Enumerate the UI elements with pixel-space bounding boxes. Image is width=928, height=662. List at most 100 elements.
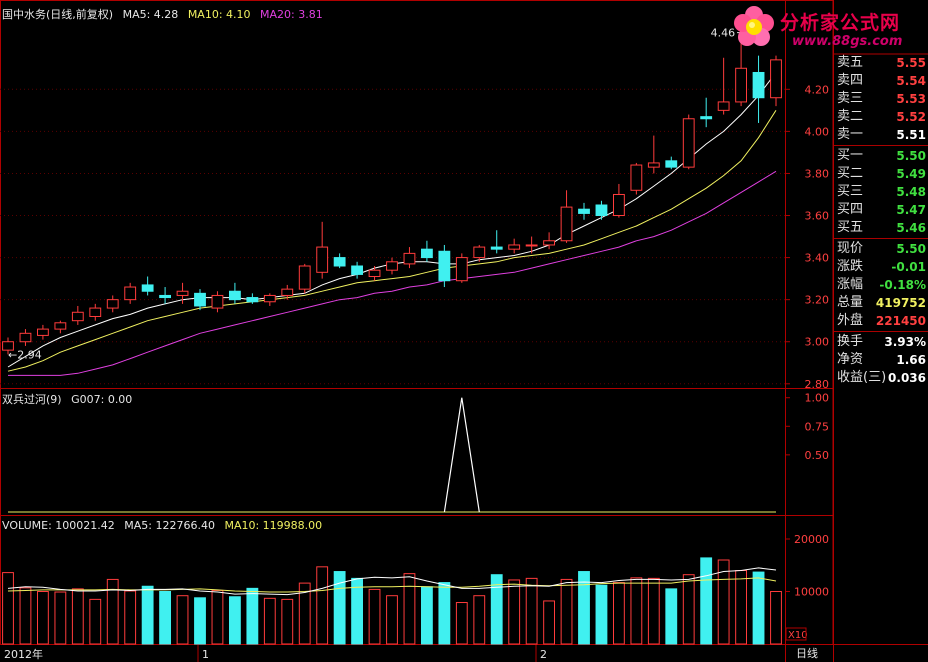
quote-row-bids-1: 买二 5.49 [834,165,928,183]
volume-bar [700,557,713,645]
candle [19,329,32,346]
candle [333,253,346,269]
volume-bars [2,557,782,645]
candle [525,236,538,254]
outer-frame [0,0,834,645]
volume-bar [263,597,276,645]
ma5-readout: MA5: 4.28 [122,8,179,21]
price-axis-label: 3.20 [805,294,830,307]
candle [2,337,14,355]
volume-bar [298,582,311,645]
quote-label: 外盘 [837,313,864,328]
high-annotation: 4.46 [711,27,736,40]
candle [71,305,84,325]
candle-body [228,290,241,301]
volume-bar [473,595,486,645]
candle [228,282,241,304]
quote-row-extra-0: 换手 3.93% [834,333,928,351]
quote-row-stats-2: 涨幅 -0.18% [834,276,928,294]
volume-bar [211,589,224,645]
quote-label: 卖四 [837,73,864,88]
candle-body [263,294,276,303]
candle-body [71,311,84,322]
period-label[interactable]: 日线 [796,647,818,660]
quote-value: -0.18% [879,278,926,292]
quote-label: 买四 [837,202,864,217]
quote-label: 卖三 [837,91,864,106]
candle-body [159,294,172,299]
candle-body [141,284,154,292]
candle-body [54,322,67,330]
candle-body [717,101,730,111]
volume-bar [36,591,49,645]
quote-panel: 卖五 5.55 卖四 5.54 卖三 5.53 卖二 5.52 卖一 5.51 买一 5.50 买二 5.… [834,54,928,387]
candle-body [368,269,381,278]
quote-value: 5.53 [896,92,926,106]
volume-bar [386,595,398,645]
candle-body [770,59,782,99]
candle-body [298,265,311,290]
candle-body [682,118,695,168]
indicator-signal-line [443,397,480,513]
volume-bar [647,577,660,645]
candle [578,202,590,220]
volume-bar [508,579,521,645]
quote-label: 卖五 [837,55,864,70]
quote-label: 卖二 [837,109,864,124]
volume-axis-label: 10000 [794,586,829,599]
candle-body [578,208,590,214]
quote-value: 5.50 [896,149,926,163]
candle [770,55,782,107]
quote-divider [834,238,928,239]
volume-bar [578,571,590,645]
volume-bar [2,572,14,645]
volume-bar [368,588,381,645]
candle [106,295,119,313]
quote-row-stats-3: 总量 419752 [834,294,928,312]
candle [368,266,381,281]
price-axis-label: 4.20 [805,83,830,96]
vol-ma5-readout: MA5: 122766.40 [124,519,215,532]
indicator-value: G007: 0.00 [71,393,133,406]
quote-label: 总量 [837,295,864,310]
ma10-readout: MA10: 4.10 [187,8,251,21]
quote-label: 买一 [837,148,864,163]
quote-label: 买五 [837,220,864,235]
quote-label: 涨跌 [837,259,864,274]
candle-body [525,244,538,247]
quote-label: 买二 [837,166,864,181]
volume-bar [752,571,765,645]
candle-body [630,164,643,191]
volume-bar [717,559,730,645]
quote-row-extra-2: 收益(三) 0.036 [834,369,928,387]
price-axis-label: 3.60 [805,210,830,223]
candle [612,183,625,218]
price-axis-label: 2.80 [805,378,830,391]
quote-value: 5.48 [896,185,926,199]
volume-bar [246,587,259,645]
candle [560,190,573,243]
candle-body [89,307,102,317]
logo-text: 分析家公式网 [780,12,901,34]
logo-url: www.88gs.com [792,34,903,49]
candle [490,230,503,254]
quote-value: 1.66 [896,353,926,367]
ma5-line [7,72,777,368]
quote-value: 5.49 [896,167,926,181]
indicator-axis-label: 0.75 [805,420,830,433]
candle [176,282,189,304]
candle-body [316,246,329,273]
ma20-line [8,170,777,376]
quote-row-bids-0: 买一 5.50 [834,147,928,165]
candle [246,293,259,304]
candle [420,240,433,262]
volume-bar [630,577,643,645]
volume-bar [612,582,625,645]
quote-row-bids-4: 买五 5.46 [834,219,928,237]
site-logo: 分析家公式网 www.88gs.com [728,2,926,54]
volume-bar [735,570,748,645]
volume-bar [71,588,84,645]
candle-body [455,257,468,282]
candle-body [490,246,503,250]
